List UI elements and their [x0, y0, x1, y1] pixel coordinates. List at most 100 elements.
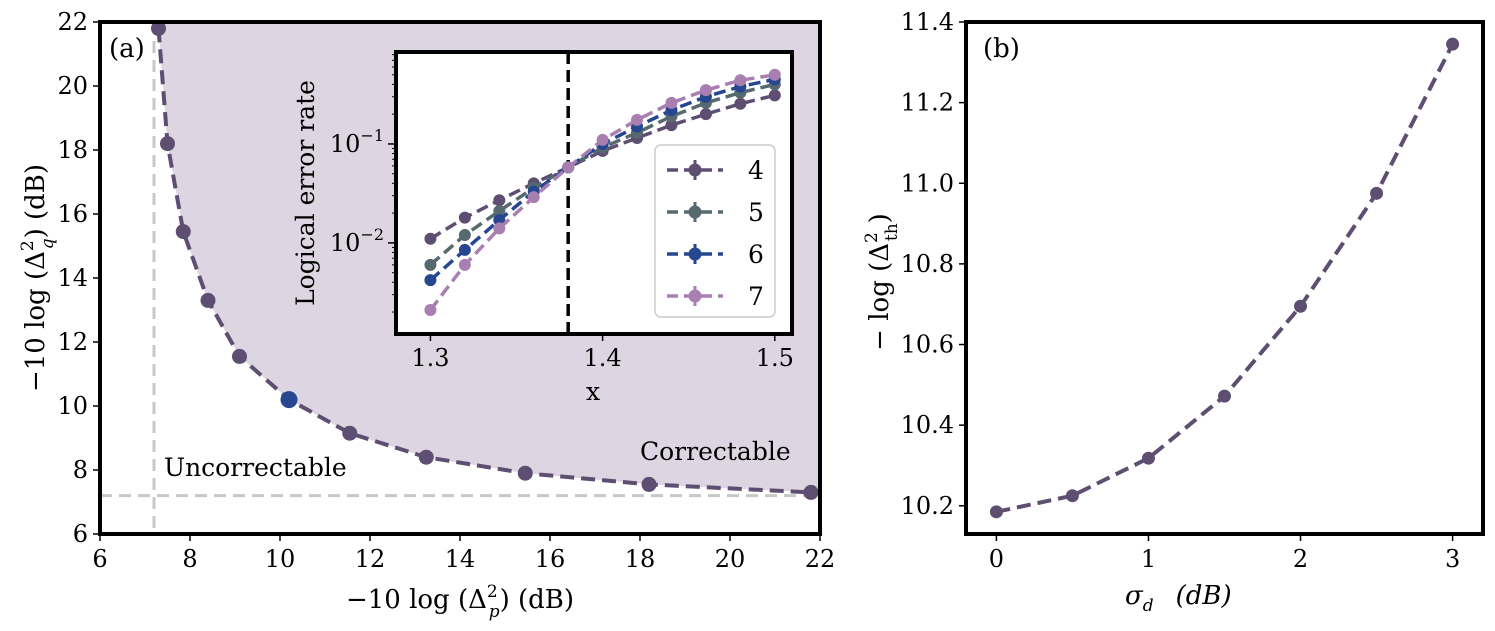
curve-point — [342, 425, 358, 441]
inset-point — [699, 108, 712, 121]
b-y-tick-label: 11.2 — [901, 89, 954, 117]
legend-entry-7: 7 — [667, 282, 764, 311]
b-y-label-main: − log (Δ — [865, 243, 895, 351]
correctable-label: Correctable — [640, 437, 791, 466]
curve-point — [517, 465, 533, 481]
y-tick-label: 12 — [57, 328, 88, 356]
panel-a-label: (a) — [109, 34, 145, 64]
sigma-threshold-points — [989, 37, 1460, 519]
y-label-sup: 2 — [18, 240, 38, 251]
inset-x-ticks: 1.3 1.4 1.5 — [411, 334, 794, 372]
b-x-tick-label: 1 — [1141, 545, 1156, 573]
inset-point — [493, 194, 506, 207]
panel-b-x-axis-label: σd (dB) — [1125, 581, 1232, 616]
sigma-point — [1065, 489, 1079, 503]
inset-series — [424, 68, 781, 316]
sigma-point — [1141, 451, 1155, 465]
panel-b-y-axis-label: − log (Δ2th) — [862, 213, 902, 351]
b-y-label-sub: th — [882, 223, 902, 241]
legend-marker — [688, 163, 702, 177]
curve-point — [200, 292, 216, 308]
sigma-threshold-curve — [995, 43, 1455, 514]
y-tick-label: 22 — [57, 8, 88, 36]
inset-point — [424, 274, 437, 287]
inset-point — [527, 191, 540, 204]
inset-point — [458, 229, 471, 242]
y-tick-label: 14 — [57, 264, 88, 292]
inset-x-tick-label: 1.4 — [584, 344, 622, 372]
inset-chart: 1.3 1.4 1.5 10−210−1 x Logical error rate … — [291, 50, 794, 406]
curve-point — [160, 136, 175, 152]
x-tick-label: 18 — [625, 545, 656, 573]
y-tick-label: 8 — [73, 456, 88, 484]
inset-point — [734, 74, 747, 87]
inset-y-ticks: 10−2 10−1 — [330, 54, 396, 313]
curve-point — [803, 484, 819, 500]
legend-marker — [688, 205, 702, 219]
y-label-main: −10 log (Δ — [21, 251, 51, 392]
sigma-point — [1218, 389, 1231, 403]
inset-series-7 — [424, 68, 781, 316]
b-y-label-end: ) — [865, 213, 895, 223]
inset-legend: 4 5 6 7 — [654, 144, 776, 318]
b-y-tick-label: 10.6 — [901, 331, 954, 359]
inset-point — [458, 211, 471, 224]
panel-b-x-ticks: 0 1 2 3 — [989, 534, 1460, 573]
inset-point — [424, 232, 437, 245]
inset-point — [493, 222, 506, 235]
inset-point — [458, 258, 471, 271]
legend-box — [654, 144, 776, 318]
b-y-tick-label: 11.4 — [901, 8, 954, 36]
panel-b-y-ticks: 10.2 10.4 10.6 10.8 11.0 11.2 11.4 — [901, 8, 966, 520]
sigma-sub: d — [1143, 596, 1154, 616]
inset-point — [734, 97, 747, 110]
y-tick-label: 18 — [57, 136, 88, 164]
curve-point — [232, 348, 247, 364]
inset-point — [768, 89, 781, 102]
b-x-tick-label: 3 — [1445, 545, 1460, 573]
legend-marker — [688, 289, 702, 303]
inset-x-tick-label: 1.5 — [756, 344, 794, 372]
legend-entry-5: 5 — [667, 198, 764, 227]
legend-label: 7 — [748, 282, 764, 311]
x-tick-label: 20 — [715, 545, 746, 573]
inset-point — [424, 258, 437, 271]
b-y-tick-label: 10.4 — [901, 411, 954, 439]
b-y-tick-label: 11.0 — [901, 169, 954, 197]
inset-point — [665, 119, 678, 132]
legend-entry-4: 4 — [667, 156, 764, 185]
inset-point — [493, 205, 506, 218]
sigma-unit: (dB) — [1176, 581, 1232, 611]
x-label-end: ) (dB) — [500, 585, 574, 615]
inset-y-tick-label: 10−1 — [330, 126, 384, 158]
inset-point — [631, 113, 644, 126]
inset-point — [768, 68, 781, 81]
panel-a-x-ticks: 6 8 10 12 14 16 18 20 22 — [92, 534, 835, 573]
x-label-sup: 2 — [487, 582, 498, 602]
legend-label: 6 — [748, 240, 764, 269]
sigma-point — [1446, 37, 1460, 51]
b-x-tick-label: 0 — [989, 545, 1004, 573]
panel-a-y-ticks: 6 8 10 12 14 16 18 20 22 — [57, 8, 100, 548]
b-x-tick-label: 2 — [1293, 545, 1308, 573]
x-tick-label: 22 — [805, 545, 836, 573]
x-tick-label: 14 — [445, 545, 476, 573]
y-tick-label: 6 — [73, 520, 88, 548]
sigma-symbol: σ — [1125, 581, 1144, 611]
x-label-main: −10 log (Δ — [346, 585, 487, 615]
curve-point — [641, 476, 657, 492]
panel-a-y-axis-label: −10 log (Δ2q) (dB) — [18, 164, 58, 392]
curve-point — [151, 22, 166, 36]
y-label-end: ) (dB) — [21, 164, 51, 238]
x-tick-label: 10 — [265, 545, 296, 573]
inset-point — [596, 133, 609, 146]
panel-b-frame — [964, 20, 1485, 536]
curve-points — [151, 22, 819, 500]
y-tick-label: 10 — [57, 392, 88, 420]
sigma-point — [989, 505, 1003, 519]
panel-a-x-axis-label: −10 log (Δ2 p) (dB) — [346, 582, 574, 622]
inset-x-tick-label: 1.3 — [411, 344, 449, 372]
legend-label: 4 — [748, 156, 764, 185]
